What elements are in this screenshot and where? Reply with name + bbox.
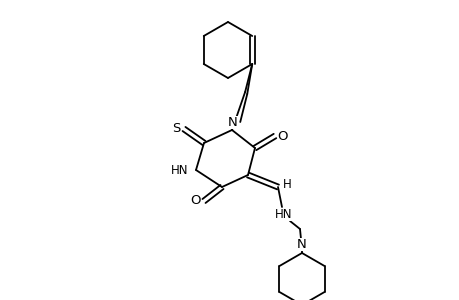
Text: HN: HN [274, 208, 292, 221]
Text: N: N [228, 116, 237, 128]
Text: O: O [190, 194, 201, 208]
Text: N: N [297, 238, 306, 251]
Text: S: S [172, 122, 180, 136]
Text: HN: HN [171, 164, 188, 176]
Text: O: O [277, 130, 288, 142]
Text: H: H [282, 178, 291, 191]
